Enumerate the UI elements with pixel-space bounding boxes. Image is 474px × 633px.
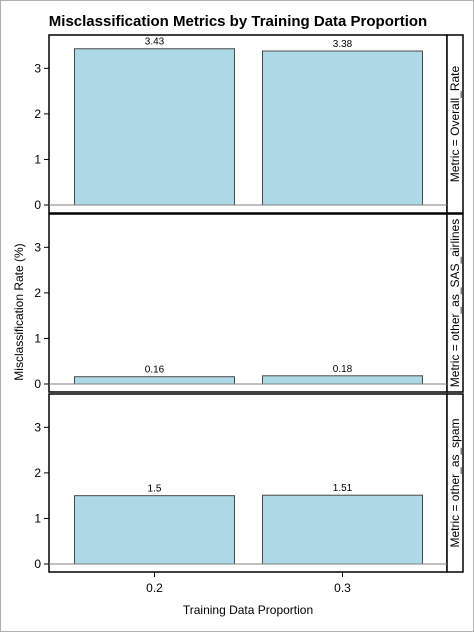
y-tick-label: 2	[34, 466, 41, 480]
bar-value-label: 0.18	[333, 364, 353, 375]
panel-strip-label: Metric = other_as_spam	[448, 418, 462, 547]
y-tick-label: 2	[34, 286, 41, 300]
y-tick-label: 3	[34, 420, 41, 434]
y-tick-label: 1	[34, 511, 41, 525]
bar-value-label: 3.43	[145, 37, 165, 48]
y-tick-label: 0	[34, 557, 41, 571]
x-axis-ticks: 0.2 0.3	[146, 572, 351, 595]
y-axis-label: Misclassification Rate (%)	[12, 243, 26, 380]
panel-other_as_spam: Metric = other_as_spam 0 1 2 3 1.5 1.51	[34, 393, 464, 573]
y-tick-label: 1	[34, 331, 41, 345]
bar	[74, 495, 235, 565]
panel-strip-label: Metric = Overall_Rate	[448, 65, 462, 182]
bar	[74, 376, 235, 385]
bar-value-label: 1.5	[148, 484, 162, 495]
x-axis-label: Training Data Proportion	[183, 603, 313, 617]
panel-frame	[48, 213, 448, 393]
panel-other_as_SAS_airlines: Metric = other_as_SAS_airlines 0 1 2 3 0.16 0.…	[34, 213, 464, 393]
y-tick-label: 0	[34, 198, 41, 212]
bar-value-label: 1.51	[333, 483, 353, 494]
y-tick-label: 3	[34, 61, 41, 75]
bar	[262, 50, 423, 206]
y-tick-label: 3	[34, 240, 41, 254]
y-tick-label: 1	[34, 152, 41, 166]
panel-strip	[446, 34, 464, 214]
chart-title: Misclassification Metrics by Training Da…	[49, 13, 427, 30]
bar	[74, 48, 235, 206]
bar-value-label: 3.38	[333, 39, 353, 50]
bar-value-label: 0.16	[145, 365, 165, 376]
x-tick-label: 0.2	[146, 581, 163, 595]
x-tick-label: 0.3	[334, 581, 351, 595]
panel-strip	[446, 393, 464, 573]
bar	[262, 375, 423, 385]
panel-strip	[446, 213, 464, 393]
y-tick-label: 2	[34, 107, 41, 121]
y-tick-label: 0	[34, 377, 41, 391]
panel-strip-label: Metric = other_as_SAS_airlines	[448, 219, 462, 387]
bar	[262, 494, 423, 565]
panel-Overall_Rate: Metric = Overall_Rate 0 1 2 3 3.43 3.38	[34, 34, 464, 214]
